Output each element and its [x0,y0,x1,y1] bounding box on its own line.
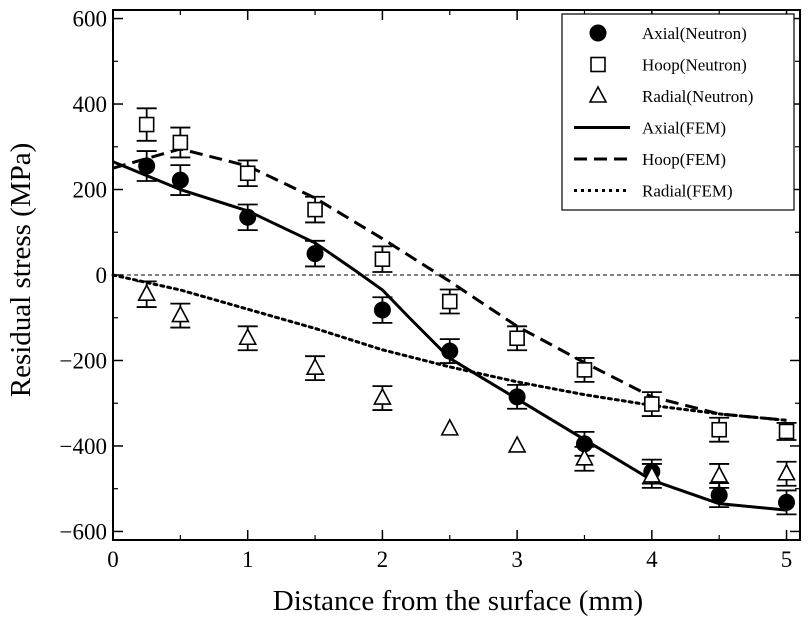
series-layer [111,107,797,516]
y-tick-label: 200 [73,178,108,203]
y-tick-label: 400 [73,92,108,117]
x-tick-label: 2 [377,547,389,572]
axis-ticks: 0 1 2 3 4 5 −600 −400 −200 0 200 400 600 [60,7,800,572]
data-point-radial-neutron [777,463,796,481]
x-tick-label: 5 [781,547,793,572]
legend-label: Radial(Neutron) [642,87,753,106]
data-point-hoop-neutron [576,362,593,378]
data-point-hoop-neutron [172,134,189,151]
series-line-hoop-fem [112,147,787,422]
data-point-axial-neutron [778,493,796,511]
data-point-radial-neutron [305,357,325,375]
series-line-radial-fem [111,273,789,422]
data-point-radial-neutron [373,387,392,405]
y-tick-label: 0 [96,263,108,288]
data-point-hoop-neutron [441,293,458,310]
data-point-radial-neutron [575,448,594,466]
y-tick-label: −400 [60,434,107,459]
data-point-hoop-neutron [711,421,727,438]
data-point-axial-neutron [441,342,459,360]
data-point-hoop-neutron [509,330,525,347]
data-point-axial-neutron [508,388,526,406]
legend-label: Hoop(FEM) [642,150,726,169]
data-point-radial-neutron [137,283,157,302]
y-tick-label: 600 [73,7,108,32]
legend-label: Hoop(Neutron) [642,56,747,75]
data-point-hoop-neutron [307,201,323,218]
data-point-hoop-neutron [778,423,795,440]
data-point-radial-neutron [709,465,729,483]
data-point-hoop-neutron [644,396,660,412]
legend-label: Axial(Neutron) [642,24,747,43]
x-tick-label: 4 [646,547,658,572]
data-point-radial-neutron [440,418,460,436]
x-tick-label: 3 [511,547,523,572]
x-tick-label: 0 [107,547,119,572]
data-point-axial-neutron [138,157,156,175]
data-point-radial-neutron [642,465,662,483]
y-axis-label: Residual stress (MPa) [5,143,37,398]
data-point-axial-neutron [239,208,257,226]
legend: Axial(Neutron) Hoop(Neutron) Radial(Neutro… [561,13,795,211]
legend-marker [590,56,606,73]
data-point-hoop-neutron [138,116,155,133]
data-point-axial-neutron [306,245,324,263]
data-point-axial-neutron [710,486,728,504]
data-point-axial-neutron [171,171,189,189]
data-point-radial-neutron [238,327,258,346]
legend-label: Radial(FEM) [642,182,733,201]
legend-marker [588,85,608,103]
data-point-hoop-neutron [239,165,256,182]
data-point-radial-neutron [507,435,527,453]
y-tick-label: −600 [60,519,107,544]
series-line-axial-fem [112,160,787,512]
legend-label: Axial(FEM) [642,119,726,138]
y-tick-label: −200 [60,348,107,373]
data-point-axial-neutron [373,301,391,319]
legend-marker [589,24,607,42]
data-point-radial-neutron [171,304,190,323]
legend-box [561,13,795,211]
x-tick-label: 1 [242,547,254,572]
data-point-hoop-neutron [374,251,391,267]
x-axis-label: Distance from the surface (mm) [273,585,643,617]
